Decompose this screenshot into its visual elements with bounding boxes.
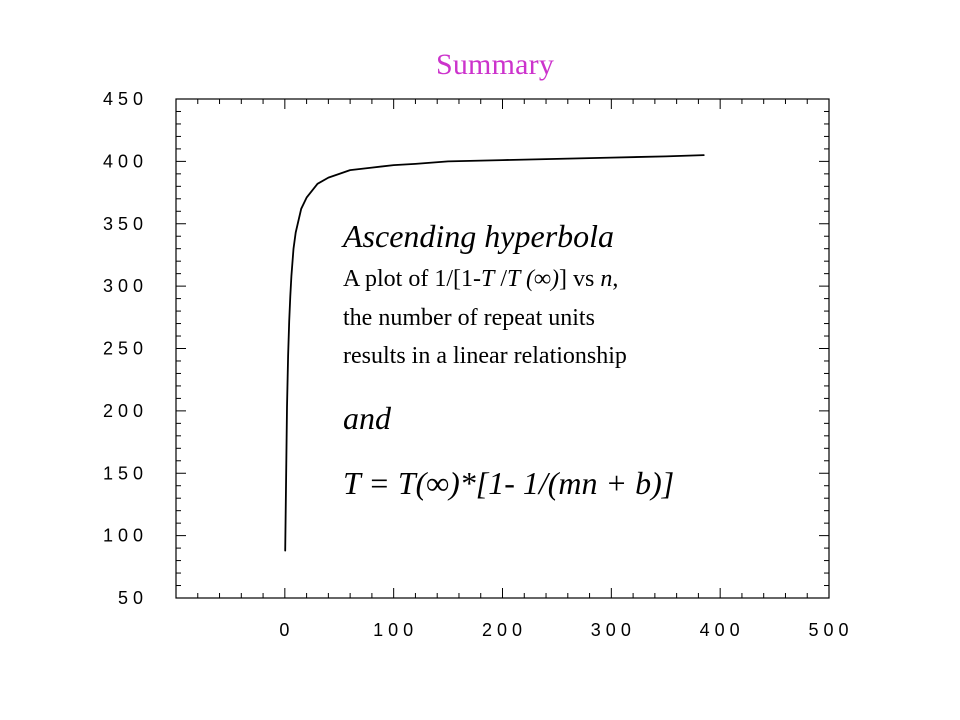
- annotation-line-1-mid: /: [494, 266, 508, 292]
- y-tick-label: 450: [103, 89, 148, 109]
- annotation-line-1-suffix: ] vs: [559, 266, 601, 292]
- y-tick-label: 300: [103, 276, 148, 296]
- y-tick-label: 50: [118, 588, 148, 608]
- annotation-line-1-end: ,: [612, 266, 619, 292]
- y-tick-label: 150: [103, 463, 148, 483]
- annotation-infinity: (∞): [519, 266, 560, 292]
- annotation-var-n: n: [600, 266, 613, 292]
- annotation-line-1: A plot of 1/[1-T /T (∞)] vs n,: [343, 266, 618, 293]
- annotation-equation: T = T(∞)*[1- 1/(mn + b)]: [343, 465, 675, 501]
- x-tick-label: 0: [279, 620, 294, 640]
- annotation-var-t-inf: T: [507, 266, 520, 292]
- y-tick-label: 400: [103, 151, 148, 171]
- x-tick-label: 500: [808, 620, 853, 640]
- y-tick-label: 100: [103, 526, 148, 546]
- x-tick-label: 300: [591, 620, 636, 640]
- annotation-var-t: T: [481, 266, 495, 292]
- annotation-line-1-prefix: A plot of 1/[1-: [343, 266, 481, 292]
- series-line: [284, 154, 705, 552]
- y-tick-label: 350: [103, 214, 148, 234]
- tick-marks: [175, 98, 830, 599]
- y-tick-label: 250: [103, 339, 148, 359]
- annotation-connector: and: [343, 400, 391, 436]
- x-tick-label: 400: [700, 620, 745, 640]
- chart-title: Summary: [435, 48, 555, 81]
- series-layer: [284, 154, 705, 552]
- annotation-heading: Ascending hyperbola: [343, 218, 615, 254]
- x-tick-label: 100: [373, 620, 418, 640]
- annotation-line-3: results in a linear relationship: [343, 343, 627, 369]
- tick-labels: 50 100 150 200 250 300 350 400 450 0 100 200 300 400 5…: [103, 89, 853, 640]
- y-tick-label: 200: [103, 401, 148, 421]
- x-tick-label: 200: [482, 620, 527, 640]
- annotation-line-2: the number of repeat units: [343, 305, 595, 331]
